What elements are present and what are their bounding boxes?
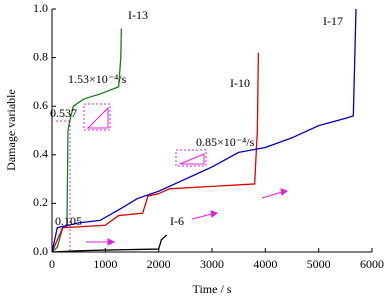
x-tick-label: 3000: [200, 257, 224, 271]
y-tick-label: 0.4: [33, 147, 48, 161]
annotation: 1.53×10⁻⁴/s: [68, 72, 127, 86]
series-label: I-6: [170, 214, 184, 228]
y-tick-label: 0.6: [33, 98, 48, 112]
annotation: 0.105: [55, 214, 82, 228]
series-line: [51, 8, 357, 253]
y-tick-label: 0.8: [33, 49, 48, 63]
annotation: 0.85×10⁻⁴/s: [196, 135, 255, 149]
x-tick-label: 1000: [93, 257, 117, 271]
x-tick-label: 6000: [360, 257, 384, 271]
y-tick-label: 0.2: [33, 195, 48, 209]
x-tick-label: 4000: [253, 257, 277, 271]
series-label: I-10: [230, 76, 250, 90]
series-line: [51, 234, 168, 253]
series-line: [51, 52, 260, 253]
series-label: I-17: [323, 14, 343, 28]
annotation: 0.537: [50, 106, 77, 120]
y-tick-label: 1.0: [33, 1, 48, 15]
x-tick-label: 5000: [307, 257, 331, 271]
y-tick-label: 0.0: [33, 244, 48, 258]
decorations: [56, 103, 289, 252]
x-tick-label: 2000: [147, 257, 171, 271]
x-axis-label: Time / s: [193, 282, 232, 296]
y-axis-label: Damage variable: [4, 89, 18, 171]
series-label: I-13: [128, 8, 148, 22]
x-tick-label: 0: [49, 257, 55, 271]
